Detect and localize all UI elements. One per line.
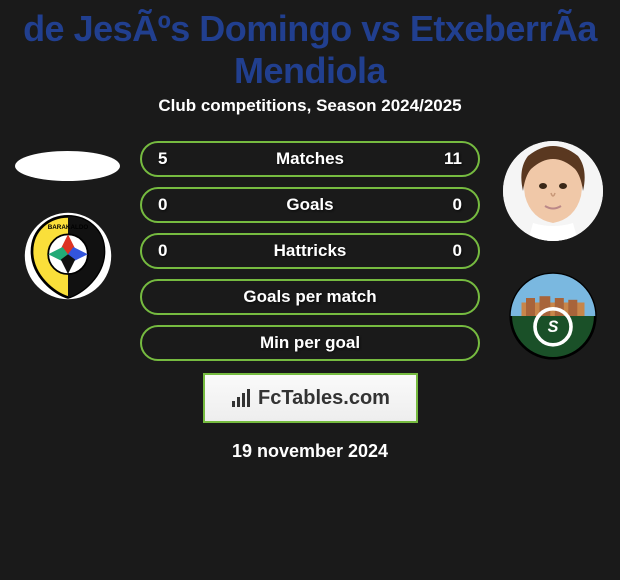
stat-value-right: 11 [437, 149, 462, 169]
stat-label: Goals per match [243, 287, 376, 307]
stat-row-goals-per-match: Goals per match [140, 279, 480, 315]
stat-label: Matches [276, 149, 344, 169]
svg-text:BARAKALDO: BARAKALDO [47, 224, 88, 231]
player-avatar-left [15, 151, 120, 181]
stat-label: Min per goal [260, 333, 360, 353]
stat-value-left: 0 [158, 241, 183, 261]
stat-row-hattricks: 0 Hattricks 0 [140, 233, 480, 269]
right-player-column: S [500, 141, 605, 361]
left-player-column: BARAKALDO [15, 141, 120, 301]
club-badge-left: BARAKALDO [23, 211, 113, 301]
date-label: 19 november 2024 [232, 441, 388, 462]
stat-value-left: 0 [158, 195, 183, 215]
subtitle: Club competitions, Season 2024/2025 [10, 96, 610, 116]
player-avatar-right [503, 141, 603, 241]
page-title: de JesÃºs Domingo vs EtxeberrÃ­a Mendiol… [10, 0, 610, 96]
club-badge-right: S [508, 271, 598, 361]
comparison-area: BARAKALDO 5 Matches 11 0 Goals 0 0 Hattr… [10, 141, 610, 361]
svg-text:S: S [547, 318, 558, 336]
chart-icon [230, 387, 252, 409]
stat-row-goals: 0 Goals 0 [140, 187, 480, 223]
stat-value-right: 0 [437, 241, 462, 261]
stat-row-min-per-goal: Min per goal [140, 325, 480, 361]
stat-value-left: 5 [158, 149, 183, 169]
stat-label: Goals [286, 195, 333, 215]
stat-row-matches: 5 Matches 11 [140, 141, 480, 177]
stat-label: Hattricks [274, 241, 347, 261]
brand-badge: FcTables.com [203, 373, 418, 423]
footer: FcTables.com 19 november 2024 [10, 373, 610, 462]
brand-label: FcTables.com [258, 387, 390, 410]
stats-column: 5 Matches 11 0 Goals 0 0 Hattricks 0 Goa… [120, 141, 500, 361]
stat-value-right: 0 [437, 195, 462, 215]
